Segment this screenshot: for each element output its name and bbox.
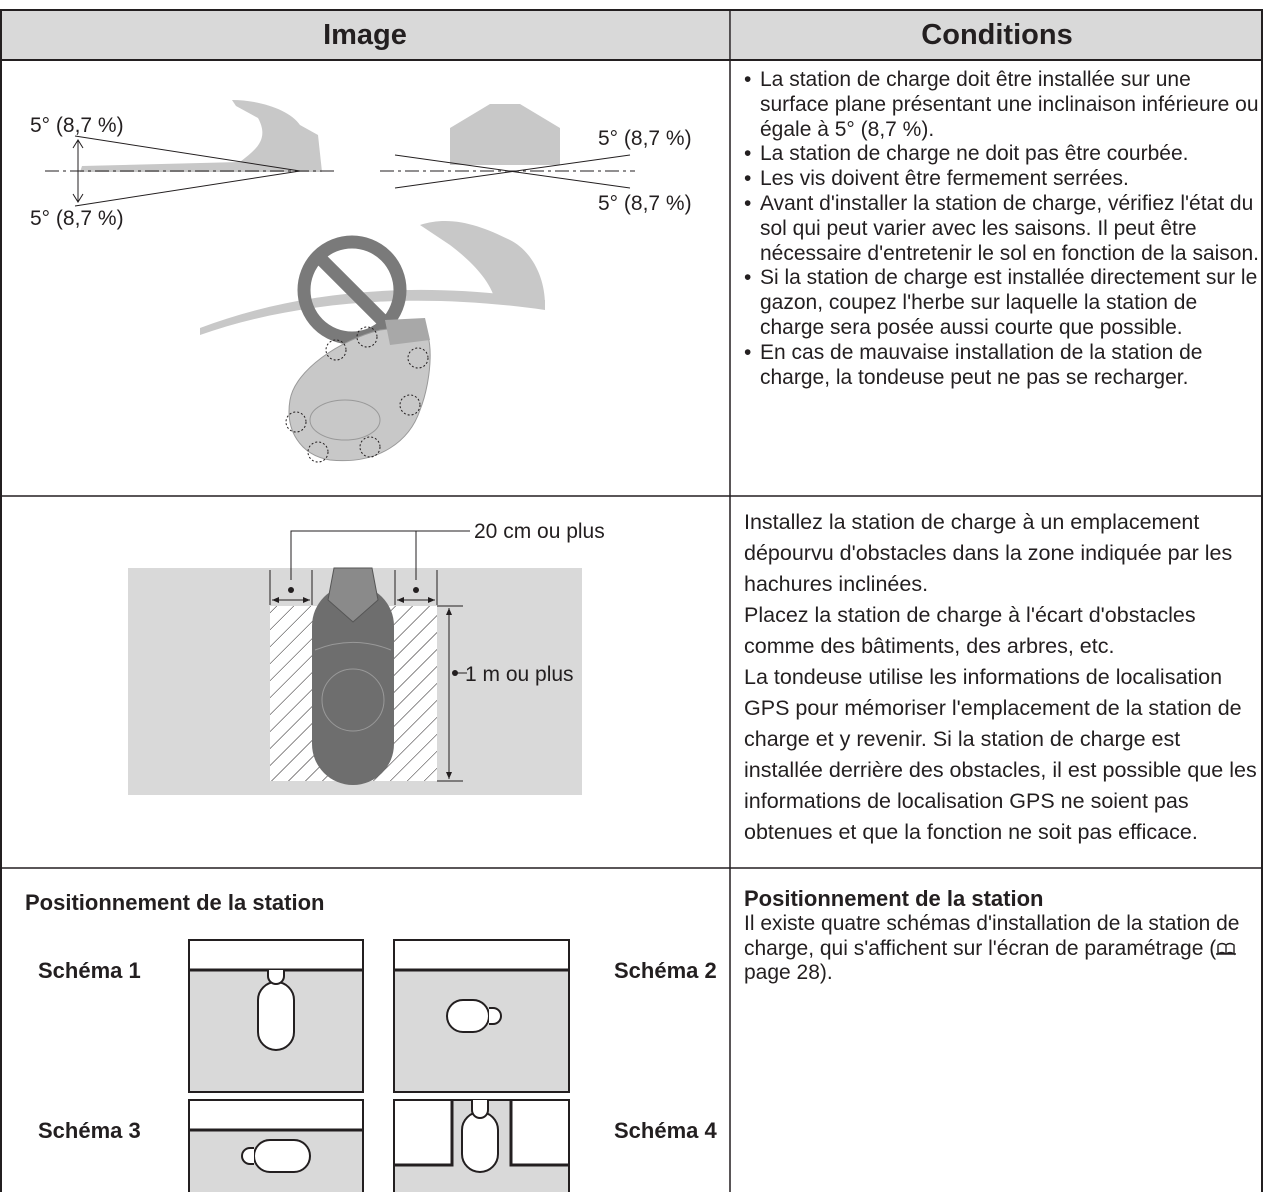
scheme-1 xyxy=(188,939,364,1093)
dimension-label: 20 cm ou plus xyxy=(474,520,605,543)
shape xyxy=(450,104,560,165)
shape xyxy=(471,1100,489,1119)
shape xyxy=(269,530,470,782)
book-icon xyxy=(1216,942,1237,955)
shape xyxy=(297,235,407,345)
angle-label: 5° (8,7 %) xyxy=(598,127,692,150)
text: Il existe quatre schémas d'installation … xyxy=(744,911,1240,960)
paragraph: Installez la station de charge à un empl… xyxy=(744,510,1233,596)
scheme-2 xyxy=(393,939,570,1093)
shape xyxy=(307,441,329,463)
bullet-item: Si la station de charge est installée di… xyxy=(744,266,1259,340)
shape xyxy=(461,1111,499,1173)
shape xyxy=(407,347,429,369)
bullet-item: La station de charge doit être installée… xyxy=(744,68,1259,142)
shape xyxy=(188,1099,364,1131)
paragraph: Il existe quatre schémas d'installation … xyxy=(744,912,1259,986)
shape xyxy=(359,436,381,458)
shape xyxy=(74,135,301,172)
scheme-3 xyxy=(188,1099,364,1192)
shape xyxy=(253,1139,311,1173)
bullet-item: En cas de mauvaise installation de la st… xyxy=(744,341,1259,391)
conditions-list: La station de charge doit être installée… xyxy=(744,68,1259,390)
shape xyxy=(321,668,385,732)
bullet-item: Avant d'installer la station de charge, … xyxy=(744,192,1259,266)
shape xyxy=(325,339,347,361)
page-reference: page 28). xyxy=(744,961,833,985)
paragraph: Placez la station de charge à l'écart d'… xyxy=(744,603,1196,658)
shape xyxy=(241,1147,254,1165)
shape xyxy=(0,9,1263,1192)
shape xyxy=(200,289,545,335)
shape xyxy=(385,318,430,345)
angle-label: 5° (8,7 %) xyxy=(30,207,124,230)
scheme-label: Schéma 1 xyxy=(38,958,141,983)
shape xyxy=(446,999,490,1033)
shape xyxy=(267,970,285,985)
shape xyxy=(393,939,570,971)
shape xyxy=(313,251,391,329)
shape xyxy=(399,394,421,416)
shape xyxy=(288,324,431,462)
shape xyxy=(290,530,470,580)
shape xyxy=(413,587,419,593)
shape xyxy=(356,326,378,348)
bullet-item: Les vis doivent être fermement serrées. xyxy=(744,167,1259,192)
prohibited-curved-ground xyxy=(200,220,545,345)
bullet-item: La station de charge ne doit pas être co… xyxy=(744,142,1259,167)
scheme-label: Schéma 2 xyxy=(614,958,717,983)
slope-front-view xyxy=(380,104,635,189)
shape xyxy=(80,100,322,172)
scheme-label: Schéma 3 xyxy=(38,1118,141,1143)
shape xyxy=(285,411,307,433)
scheme-4 xyxy=(393,1099,570,1192)
header-cell: Image xyxy=(0,10,730,60)
shape xyxy=(394,1100,569,1167)
shape xyxy=(74,170,301,207)
dimension-label: 1 m ou plus xyxy=(465,663,574,686)
shape xyxy=(188,939,364,971)
shape xyxy=(314,642,392,651)
scheme-label: Schéma 4 xyxy=(614,1118,717,1143)
conditions-cell: Positionnement de la station Il existe q… xyxy=(744,886,1259,986)
conditions-text: Installez la station de charge à un empl… xyxy=(744,507,1259,848)
shape xyxy=(489,1007,502,1025)
shape xyxy=(309,399,381,441)
conditions-cell: La station de charge doit être installée… xyxy=(744,68,1259,390)
section-title: Positionnement de la station xyxy=(25,890,324,915)
shape xyxy=(327,567,379,623)
section-title: Positionnement de la station xyxy=(744,886,1044,911)
shape xyxy=(1216,942,1237,955)
shape xyxy=(420,220,545,305)
shape xyxy=(285,326,429,463)
shape xyxy=(72,139,84,203)
shape xyxy=(312,585,394,785)
conditions-cell: Installez la station de charge à un empl… xyxy=(744,507,1259,848)
shape xyxy=(288,587,294,593)
angle-label: 5° (8,7 %) xyxy=(598,192,692,215)
header-cell: Conditions xyxy=(731,10,1263,60)
clearance-diagram xyxy=(128,530,582,795)
slope-side-view xyxy=(45,100,335,207)
paragraph: La tondeuse utilise les informations de … xyxy=(744,665,1257,844)
station-screws xyxy=(285,318,431,463)
shape xyxy=(452,670,458,676)
angle-label: 5° (8,7 %) xyxy=(30,114,124,137)
shape xyxy=(257,981,295,1051)
shape xyxy=(394,154,631,189)
